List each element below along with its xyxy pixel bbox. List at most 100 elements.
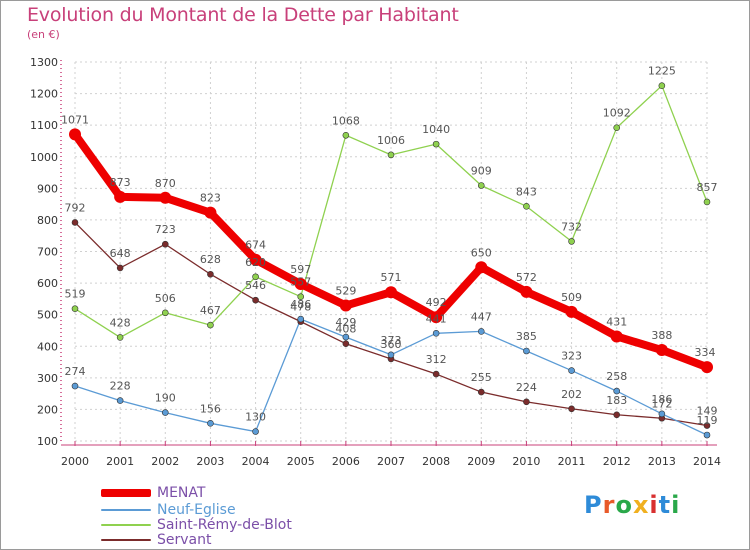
point-3-2001 [116,264,124,272]
data-label-2-2013: 1225 [648,65,676,78]
logo-letter: o [615,491,633,519]
data-label-0-2013: 388 [651,329,672,342]
y-tick-label-1200: 1200 [30,88,58,101]
data-label-0-2007: 571 [381,271,402,284]
logo-letter: i [671,491,681,519]
legend-label-neuf-eglise: Neuf-Eglise [157,502,236,518]
legend-label-saint-remy-de-blot: Saint-Rémy-de-Blot [157,517,292,533]
point-2-2005 [297,293,305,300]
data-label-0-2011: 509 [561,291,582,304]
data-label-3-2005: 478 [290,301,311,314]
x-tick-label-2012: 2012 [603,455,631,468]
y-tick-label-800: 800 [37,214,58,227]
point-0-2013 [655,344,668,357]
x-tick-label-2007: 2007 [377,455,405,468]
point-3-2003 [207,270,214,278]
data-label-3-2007: 360 [381,338,402,351]
y-tick-label-100: 100 [37,435,58,448]
point-3-2008 [432,370,440,378]
point-1-2011 [568,367,575,374]
x-tick-label-2005: 2005 [287,455,315,468]
data-label-1-2014: 119 [697,414,718,427]
data-label-3-2010: 224 [516,381,537,394]
data-label-2-2014: 857 [697,181,718,194]
point-0-2006 [339,299,352,312]
point-0-2005 [294,278,307,291]
data-label-3-2014: 149 [697,405,718,418]
data-label-2-2003: 467 [200,304,221,317]
data-label-0-2014: 334 [695,346,716,359]
point-2-2000 [71,305,79,312]
data-label-0-2005: 597 [290,263,311,276]
y-tick-label-1100: 1100 [30,119,58,132]
point-0-2009 [475,261,488,274]
point-1-2005 [297,315,305,323]
y-tick-label-200: 200 [37,403,58,416]
chart-title: Evolution du Montant de la Dette par Hab… [27,4,459,26]
x-tick-label-2008: 2008 [422,455,450,468]
point-2-2007 [387,151,395,159]
point-1-2003 [207,420,214,427]
axes [60,60,717,446]
x-tick-label-2004: 2004 [242,455,270,468]
data-label-0-2009: 650 [471,246,492,259]
logo-letter: P [584,491,603,519]
legend-swatch-servant [101,539,151,541]
logo-letter: r [602,491,616,519]
point-3-2012 [613,411,621,419]
y-tick-label-600: 600 [37,277,58,290]
x-tick-label-2014: 2014 [693,455,721,468]
x-tick-label-2006: 2006 [332,455,360,468]
data-label-1-2012: 258 [606,370,627,383]
data-label-1-2000: 274 [65,365,86,378]
data-label-0-2010: 572 [516,271,537,284]
data-label-3-2000: 792 [65,201,86,214]
point-2-2014 [703,198,711,206]
point-1-2000 [71,382,79,390]
x-tick-label-2002: 2002 [151,455,179,468]
point-2-2011 [568,238,575,245]
data-label-3-2009: 255 [471,371,492,384]
point-2-2003 [207,321,214,329]
point-2-2010 [523,203,530,210]
data-label-0-2000: 1071 [61,113,89,126]
y-tick-label-500: 500 [37,309,58,322]
data-label-1-2006: 429 [335,316,356,329]
point-0-2000 [69,128,81,141]
point-2-2006 [342,131,350,139]
point-0-2010 [520,285,533,298]
legend-label-servant: Servant [157,532,212,548]
data-label-3-2002: 723 [155,223,176,236]
point-1-2006 [342,333,350,341]
point-0-2008 [430,311,443,324]
data-label-2-2004: 620 [245,256,266,269]
point-3-2011 [568,405,575,413]
data-label-1-2007: 373 [381,334,402,347]
data-label-0-2008: 492 [426,296,447,309]
x-tick-label-2001: 2001 [106,455,134,468]
data-label-0-2006: 529 [335,285,356,298]
point-2-2008 [432,140,440,148]
legend-swatch-saint-remy-de-blot [101,524,151,526]
data-label-0-2004: 674 [245,239,266,252]
x-tick-label-2009: 2009 [467,455,495,468]
logo-letter: t [658,491,672,519]
data-label-1-2013: 186 [651,393,672,406]
data-label-3-2008: 312 [426,353,447,366]
point-1-2004 [252,428,259,435]
data-label-1-2002: 190 [155,392,176,405]
legend-item-saint-remy-de-blot: Saint-Rémy-de-Blot [101,517,292,533]
data-label-2-2010: 843 [516,185,537,198]
data-label-1-2010: 385 [516,330,537,343]
data-label-1-2003: 156 [200,402,221,415]
point-3-2014 [703,422,711,429]
point-0-2001 [114,190,127,203]
point-3-2004 [252,296,259,304]
legend-item-neuf-eglise: Neuf-Eglise [101,502,236,518]
point-1-2010 [523,347,530,355]
data-label-3-2012: 183 [606,394,627,407]
point-3-2010 [523,398,530,406]
y-tick-label-700: 700 [37,246,58,259]
data-label-3-2011: 202 [561,388,582,401]
